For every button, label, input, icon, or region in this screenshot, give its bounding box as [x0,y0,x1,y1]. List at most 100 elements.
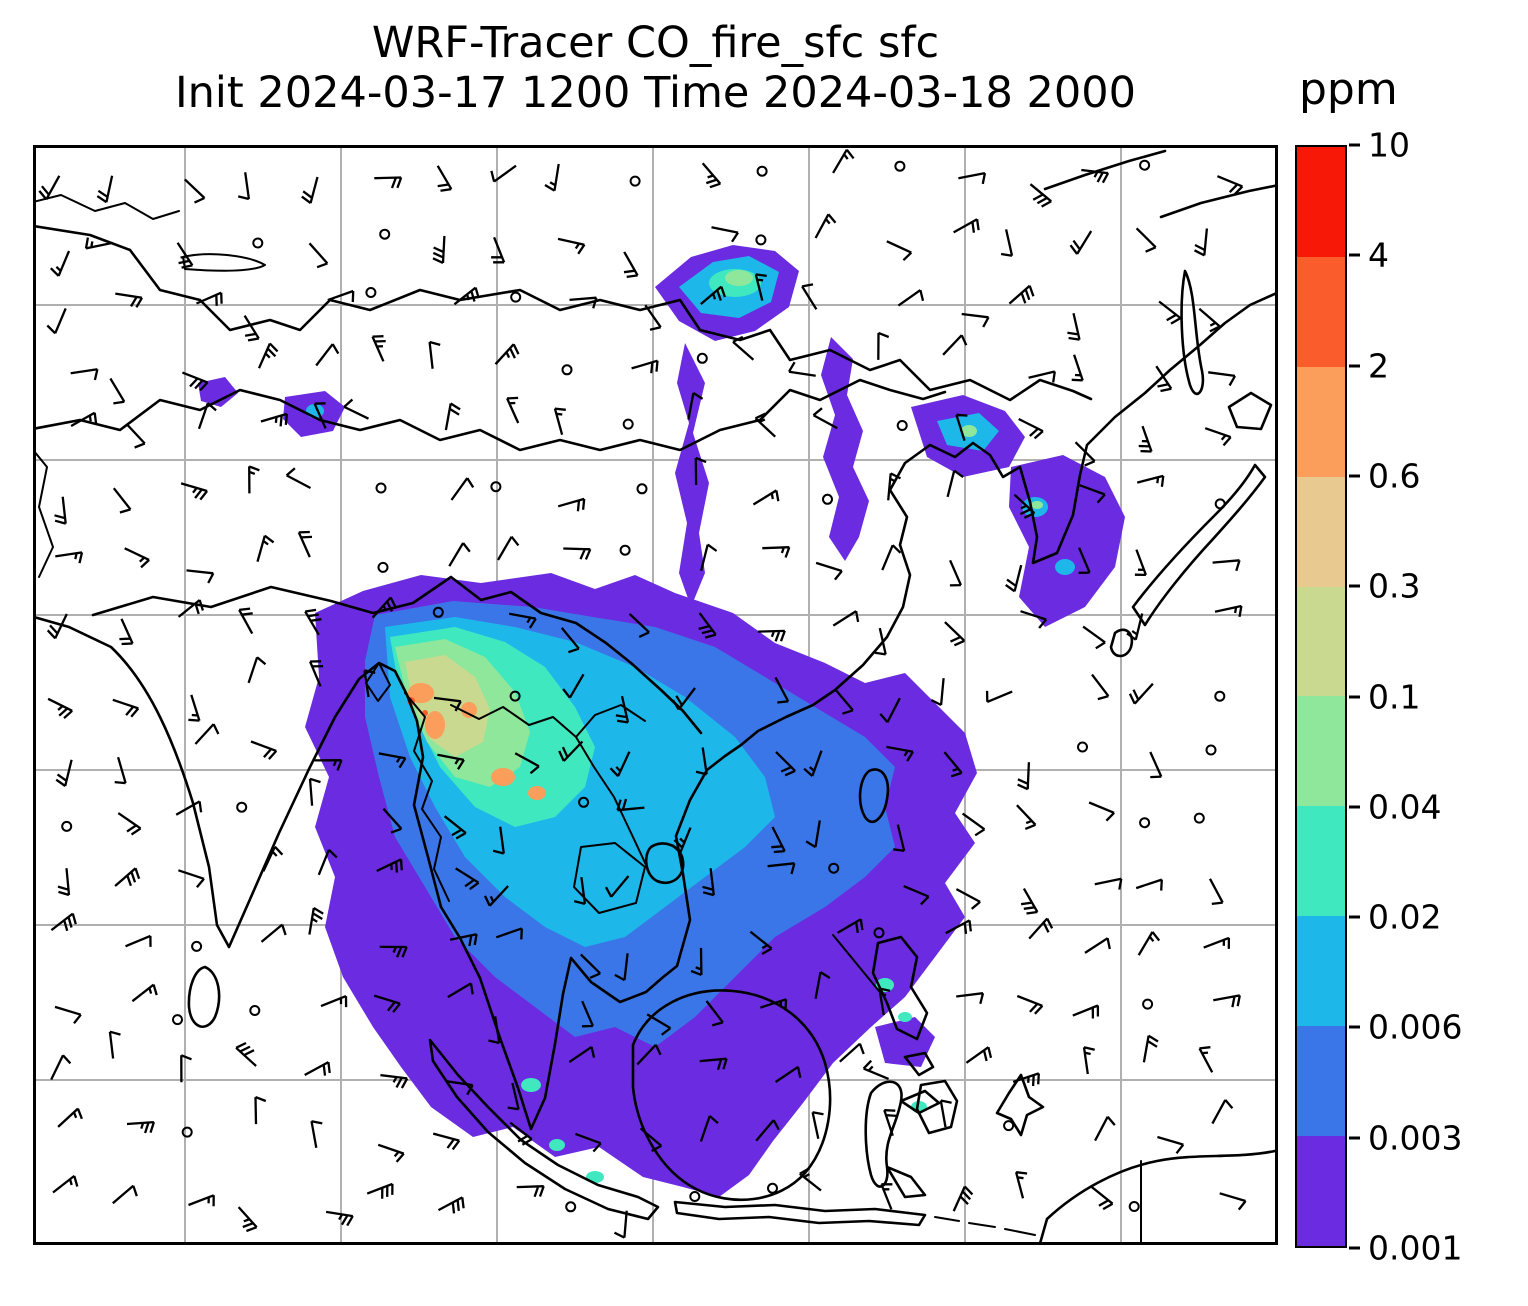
calm-wind-circle [689,1191,701,1202]
wind-barb [615,695,630,724]
wind-barb [109,377,126,405]
wind-barb [887,472,902,501]
border-north-2 [33,378,947,452]
wind-barb [196,291,223,306]
calm-wind-circle [822,493,833,505]
wind-barb [754,412,776,438]
colorbar-tick-label: 0.001 [1368,1228,1463,1268]
calm-wind-circle [578,796,590,808]
wind-barb [886,745,914,762]
island-sakhalin [1180,269,1205,396]
wind-barb [811,1111,824,1139]
wind-barb [771,826,786,854]
calm-wind-circle [377,561,389,573]
island-borneo [631,989,832,1202]
colorbar-tickmark [1349,253,1360,257]
wind-barb [448,542,471,567]
wind-barb [108,1030,121,1059]
colorbar-tickmark [1349,474,1360,478]
coastlines [33,149,1278,1245]
colorbar-tick: 0.3 [1349,567,1420,606]
wind-barb [70,411,98,428]
islands-visayas-mindanao [903,1051,959,1135]
wind-barb [237,1206,258,1233]
wind-barb [760,998,788,1011]
wind-barb [507,1082,520,1111]
wind-barb [1094,877,1123,890]
island-sumatra [428,1038,660,1221]
island-halmahera [995,1073,1045,1137]
wind-barb [363,669,376,698]
wind-barb [1138,425,1153,453]
wind-barb [377,1143,405,1163]
wind-barb [815,561,843,581]
calm-wind-circle [1003,1120,1015,1132]
colorbar-tick-label: 10 [1368,125,1410,165]
wind-barb [930,678,945,707]
colorbar-tickmark [1349,584,1360,588]
colorbar-tick: 10 [1349,126,1410,165]
calm-wind-circle [896,420,908,431]
calm-wind-circle [1077,741,1088,753]
colorbar-tick: 0.1 [1349,677,1420,716]
wind-barb [1016,804,1037,830]
wind-barb [1029,183,1052,208]
wind-barb [803,750,823,777]
calm-wind-circle [191,940,203,952]
wind-barb [1208,878,1224,906]
wind-barb [958,171,987,185]
wind-barb [604,875,630,898]
wind-barb [839,1042,865,1063]
wind-barb [491,236,506,264]
wind-barb [580,953,602,979]
calm-wind-circle [172,1014,183,1026]
map-plot [33,145,1278,1245]
wind-barb [812,407,838,430]
wind-barb [455,867,480,891]
wind-barb [84,237,113,250]
wind-barb [1013,493,1036,519]
lake-balkhash [182,253,266,272]
wind-barb [805,820,821,849]
wind-barb [1028,917,1054,940]
colorbar-segment [1297,1026,1345,1137]
colorbar-segment [1297,696,1345,807]
wind-barb [497,535,520,561]
wind-barb [1158,300,1182,325]
wind-barb [628,612,650,638]
wind-barb [644,304,662,331]
wind-barb [46,307,67,335]
islands-lesser-sunda [934,1216,1036,1236]
wind-barb [432,1132,461,1151]
wind-barb [248,465,260,494]
wind-barb [893,824,906,853]
colorbar-tick: 0.003 [1349,1118,1462,1157]
co-field-purple-ne-snake [821,337,869,561]
wind-barb [1071,354,1084,382]
wind-barb [112,1184,138,1205]
wind-barb [50,1054,72,1081]
co-field-purple-west-1 [198,377,238,407]
wind-barb [801,283,818,310]
colorbar-segment [1297,586,1345,697]
wind-barb [613,1210,628,1239]
wind-barb [55,759,73,787]
calm-wind-circle [1193,812,1205,824]
colorbar-tick: 4 [1349,236,1389,275]
calm-wind-circle [1139,159,1151,171]
wind-barb [616,798,645,812]
wind-barb [1081,168,1110,184]
coast-left-edge [33,448,54,578]
wind-barb [313,402,327,429]
wind-barb [247,656,267,684]
wind-barb [38,175,61,201]
wind-barb [623,251,639,279]
wind-barb [115,292,143,308]
wind-barb [955,413,968,441]
wind-barb [814,971,831,999]
co-field-sumatra-turquoise [549,1139,565,1151]
wind-barb [956,992,985,1005]
wind-barb [57,1107,83,1128]
wind-barb [1219,1192,1247,1211]
